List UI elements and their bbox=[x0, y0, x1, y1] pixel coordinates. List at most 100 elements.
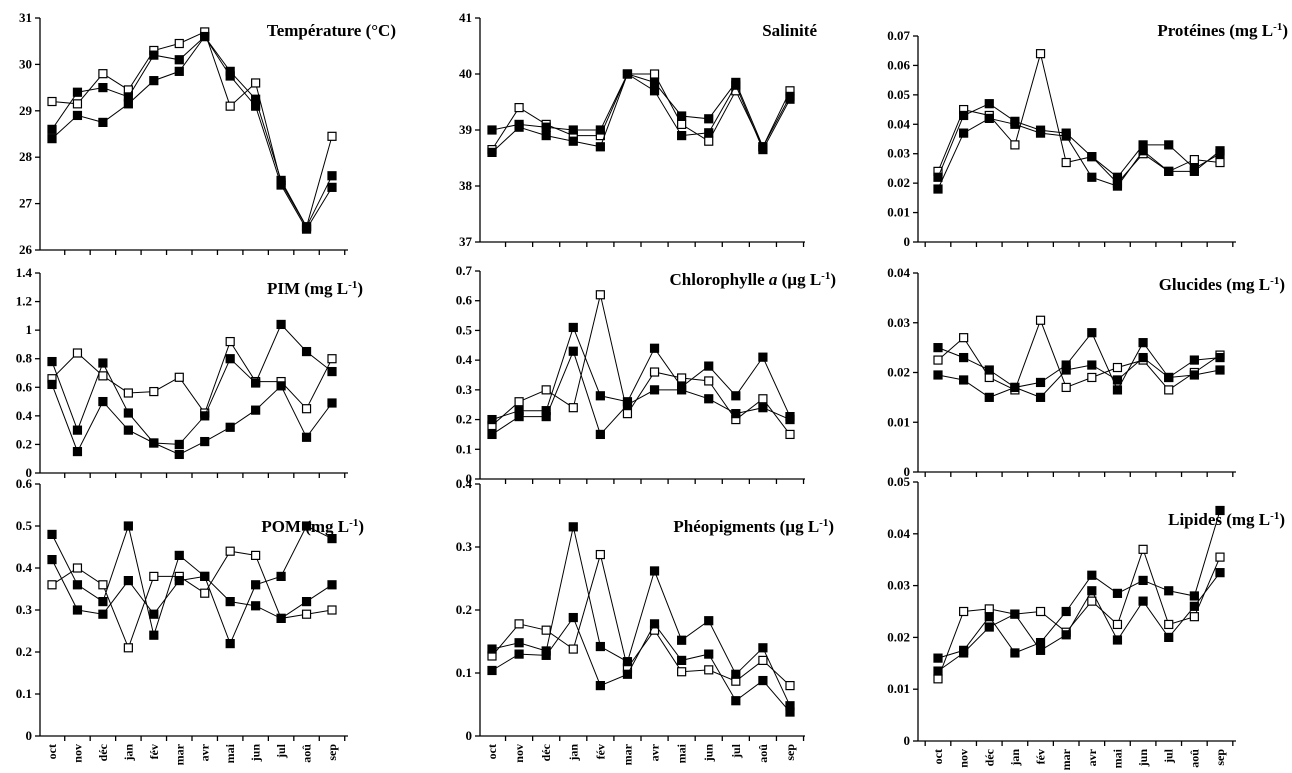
filled-square-point bbox=[98, 609, 108, 619]
y-tick-label: 37 bbox=[459, 234, 473, 249]
filled-square-point bbox=[622, 69, 633, 79]
y-tick-label: 31 bbox=[19, 10, 32, 25]
title-rest: (µg L bbox=[777, 270, 821, 289]
filled-square-point bbox=[276, 613, 286, 624]
x-tick-label: mai bbox=[675, 743, 689, 763]
open-square-point bbox=[174, 38, 184, 49]
open-square-point bbox=[1189, 155, 1199, 165]
filled-square-point bbox=[251, 101, 261, 111]
panel-title: Température (°C) bbox=[267, 21, 396, 40]
panel-title: Lipides (mg L-1) bbox=[1168, 510, 1285, 529]
y-tick-label: 0.4 bbox=[16, 408, 33, 423]
filled-square-point bbox=[595, 680, 605, 691]
open-square-point bbox=[72, 563, 83, 573]
filled-square-point bbox=[595, 125, 605, 135]
series-line bbox=[51, 35, 333, 231]
filled-square-point bbox=[1087, 586, 1097, 596]
panel-title: Salinité bbox=[762, 21, 817, 40]
y-tick-label: 0.7 bbox=[456, 263, 473, 278]
title-end: ) bbox=[358, 517, 364, 536]
filled-square-point bbox=[276, 381, 286, 391]
y-tick-label: 0 bbox=[26, 728, 33, 743]
series-line bbox=[491, 73, 791, 153]
filled-square-point bbox=[1215, 352, 1225, 363]
title-main: Glucides (mg L bbox=[1159, 275, 1270, 294]
filled-square-point bbox=[984, 365, 994, 375]
filled-square-point bbox=[487, 644, 497, 654]
y-tick-label: 0.8 bbox=[16, 351, 33, 366]
open-square-point bbox=[149, 571, 159, 582]
y-tick-label: 0.4 bbox=[456, 352, 473, 367]
open-square-point bbox=[72, 348, 83, 358]
series-line bbox=[491, 294, 791, 435]
series-line bbox=[491, 526, 791, 707]
filled-square-point bbox=[487, 665, 497, 676]
filled-square-point bbox=[149, 438, 159, 448]
series-line bbox=[51, 31, 333, 229]
open-square-point bbox=[785, 680, 795, 691]
y-tick-label: 0.06 bbox=[887, 57, 910, 72]
open-square-point bbox=[1061, 382, 1071, 393]
panel-title: PIM (mg L-1) bbox=[267, 279, 363, 298]
filled-square-point bbox=[649, 86, 660, 96]
filled-square-point bbox=[47, 529, 57, 540]
open-square-point bbox=[225, 546, 235, 556]
open-square-point bbox=[704, 665, 714, 675]
x-tick-label: nov bbox=[957, 749, 971, 768]
filled-square-point bbox=[1215, 365, 1225, 375]
x-tick-label: déc bbox=[982, 748, 996, 766]
filled-square-point bbox=[251, 580, 261, 590]
y-tick-label: 0.02 bbox=[887, 365, 910, 380]
x-tick-label: jul bbox=[1162, 748, 1176, 764]
open-square-point bbox=[568, 644, 578, 654]
x-tick-label: avr bbox=[1085, 748, 1099, 766]
y-tick-label: 0.6 bbox=[16, 476, 33, 491]
x-tick-label: jan bbox=[1008, 749, 1022, 767]
x-tick-label: aoû bbox=[300, 744, 314, 763]
filled-square-point bbox=[1087, 328, 1097, 338]
filled-square-point bbox=[98, 117, 108, 128]
open-square-point bbox=[568, 403, 578, 413]
filled-square-point bbox=[174, 66, 184, 76]
x-tick-label: jun bbox=[249, 744, 263, 763]
x-tick-label: nov bbox=[70, 744, 84, 763]
title-superscript: -1 bbox=[348, 279, 357, 291]
y-tick-label: 0.3 bbox=[16, 602, 33, 617]
x-tick-label: mar bbox=[1059, 748, 1073, 770]
filled-square-point bbox=[72, 110, 83, 121]
title-superscript: -1 bbox=[819, 517, 828, 529]
filled-square-point bbox=[1189, 591, 1199, 601]
open-square-point bbox=[595, 290, 605, 300]
filled-square-point bbox=[1087, 360, 1097, 370]
filled-square-point bbox=[72, 605, 83, 615]
series-line bbox=[937, 103, 1221, 179]
y-tick-label: 0.07 bbox=[887, 28, 910, 43]
y-tick-label: 0 bbox=[904, 733, 911, 748]
title-main: Chlorophylle bbox=[670, 270, 769, 289]
filled-square-point bbox=[1164, 372, 1174, 383]
pheopigments-panel: 0 0.1 0.2 0.3 0.4 oct nov déc jan fév mar avr mai jun… bbox=[456, 476, 834, 765]
x-tick-label: mai bbox=[223, 743, 237, 763]
filled-square-point bbox=[276, 319, 286, 330]
open-square-point bbox=[327, 131, 337, 141]
filled-square-point bbox=[1087, 570, 1097, 580]
filled-square-point bbox=[677, 655, 687, 666]
x-tick-label: avr bbox=[198, 743, 212, 761]
proteines-panel: 0 0.01 0.02 0.03 0.04 0.05 0.06 0.07 Protéines (… bbox=[887, 21, 1288, 249]
filled-square-point bbox=[72, 425, 83, 435]
filled-square-point bbox=[959, 352, 969, 363]
filled-square-point bbox=[225, 71, 235, 81]
filled-square-point bbox=[251, 601, 261, 611]
open-square-point bbox=[758, 655, 768, 666]
filled-square-point bbox=[1112, 635, 1123, 645]
open-square-point bbox=[149, 386, 159, 397]
filled-square-point bbox=[174, 439, 184, 450]
x-tick-label: mar bbox=[172, 743, 186, 765]
filled-square-point bbox=[98, 396, 108, 407]
x-tick-label: sep bbox=[783, 744, 797, 761]
y-tick-label: 28 bbox=[19, 149, 33, 164]
filled-square-point bbox=[1138, 596, 1148, 606]
filled-square-point bbox=[1215, 568, 1225, 578]
filled-square-point bbox=[327, 398, 337, 408]
y-tick-label: 0.01 bbox=[887, 205, 910, 220]
